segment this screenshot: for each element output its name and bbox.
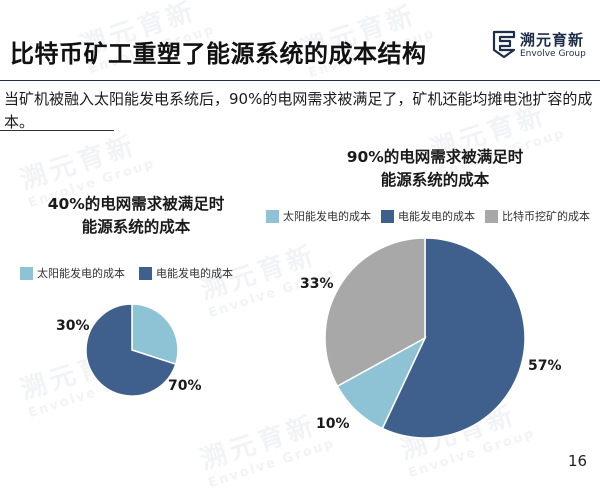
chart-title-90: 90%的电网需求被满足时 能源系统的成本 (322, 146, 548, 192)
subtitle-text: 当矿机被融入太阳能发电系统后，90%的电网需求被满足了，矿机还能均摊电池扩容的成… (4, 90, 593, 131)
legend-item: 电能发电的成本 (381, 208, 475, 224)
legend-label: 太阳能发电的成本 (37, 267, 125, 280)
legend-item: 比特币挖矿的成本 (485, 208, 590, 224)
legend-swatch-solar (20, 266, 33, 280)
legend-label: 电能发电的成本 (398, 210, 475, 223)
title-divider (0, 80, 600, 81)
logo-text-cn: 溯元育新 (520, 31, 585, 49)
brand-logo: 溯元育新 Envolve Group (492, 26, 596, 66)
pie-slice-33pct (324, 237, 426, 388)
chart-title-line: 90%的电网需求被满足时 (346, 148, 524, 166)
data-label-grid: 57% (528, 358, 562, 374)
data-label-solar: 10% (316, 416, 350, 432)
chart-legend-40: 太阳能发电的成本 电能发电的成本 (20, 265, 233, 281)
legend-label: 比特币挖矿的成本 (502, 210, 590, 223)
data-label-mining: 33% (300, 276, 334, 292)
page-number: 16 (568, 452, 588, 470)
pie-slice-57pct (381, 237, 526, 439)
legend-item: 电能发电的成本 (139, 265, 233, 281)
logo-icon (492, 30, 516, 58)
page-title: 比特币矿工重塑了能源系统的成本结构 (10, 40, 427, 68)
data-label-solar: 30% (56, 318, 90, 334)
legend-label: 太阳能发电的成本 (283, 210, 371, 223)
subtitle-underline (0, 130, 114, 131)
legend-swatch-grid (139, 266, 152, 280)
legend-item: 太阳能发电的成本 (20, 265, 125, 281)
legend-swatch-solar (266, 209, 279, 223)
logo-text-en: Envolve Group (520, 49, 586, 59)
chart-legend-90: 太阳能发电的成本 电能发电的成本 比特币挖矿的成本 (266, 208, 590, 224)
legend-swatch-grid (381, 209, 394, 223)
pie-slice-70pct (85, 303, 177, 397)
chart-title-line: 40%的电网需求被满足时 (47, 195, 225, 213)
chart-title-line: 能源系统的成本 (81, 218, 191, 236)
legend-swatch-mining (485, 209, 498, 223)
legend-item: 太阳能发电的成本 (266, 208, 371, 224)
pie-slice-30pct (131, 303, 179, 366)
chart-title-40: 40%的电网需求被满足时 能源系统的成本 (20, 193, 252, 239)
data-label-grid: 70% (168, 378, 202, 394)
chart-title-line: 能源系统的成本 (380, 171, 490, 189)
legend-label: 电能发电的成本 (156, 267, 233, 280)
